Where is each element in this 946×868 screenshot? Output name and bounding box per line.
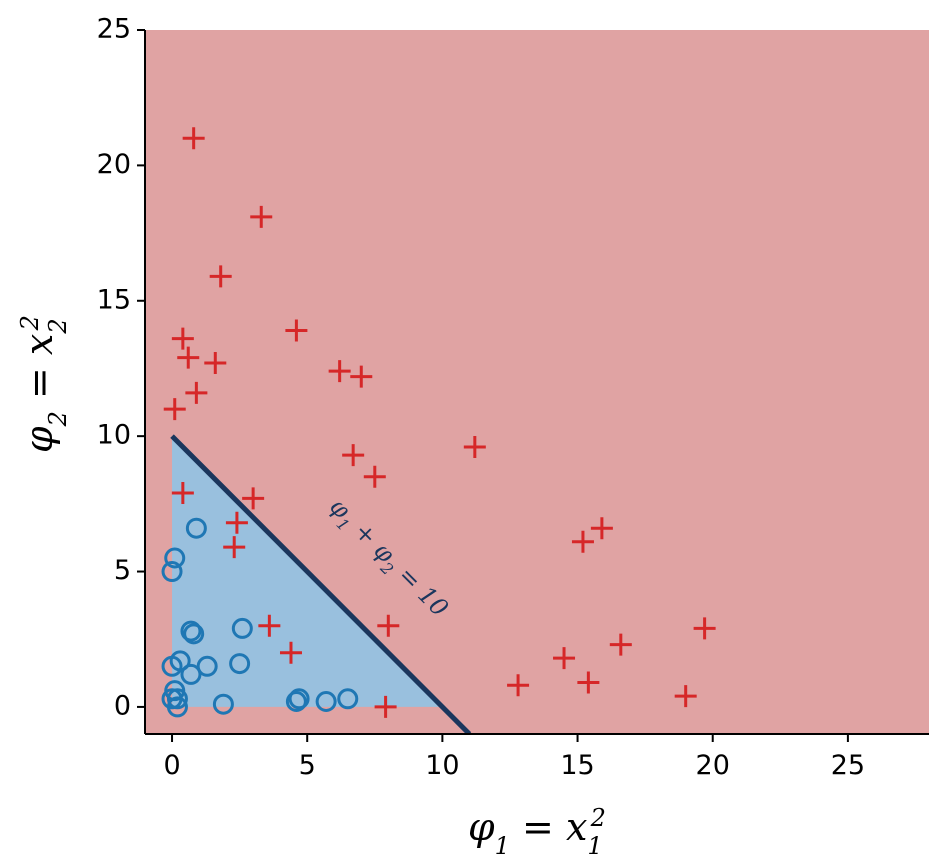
y-axis-label: φ2 = x22: [16, 315, 72, 453]
positive-point: [182, 127, 205, 150]
negative-point: [161, 655, 183, 677]
axis-ticks: 0 5 10 15 20 25 0 5 10 15 20 25: [97, 14, 865, 782]
x-tick-label: 15: [560, 750, 594, 781]
positive-point: [571, 530, 594, 553]
y-tick-label: 10: [97, 420, 131, 451]
positive-point: [225, 511, 248, 534]
positive-point: [609, 633, 632, 656]
negative-point: [231, 617, 253, 639]
positive-point: [242, 487, 265, 510]
positive-point: [590, 517, 613, 540]
positive-point: [553, 647, 576, 670]
negative-point: [166, 696, 188, 718]
negative-point: [180, 663, 202, 685]
positive-point: [363, 465, 386, 488]
negative-point: [212, 693, 234, 715]
positive-point: [171, 327, 194, 350]
positive-point: [279, 641, 302, 664]
positive-point: [463, 435, 486, 458]
x-axis-label: φ1 = x12: [468, 804, 606, 860]
positive-point: [507, 674, 530, 697]
negative-point: [166, 688, 188, 710]
negative-point: [183, 623, 205, 645]
positive-point: [693, 617, 716, 640]
decision-boundary-line: [170, 434, 472, 734]
positive-point: [374, 695, 397, 718]
negative-point: [288, 688, 310, 710]
y-tick-label: 5: [114, 555, 131, 586]
negative-point: [337, 688, 359, 710]
negative-point: [161, 561, 183, 583]
positive-point: [328, 360, 351, 383]
y-tick-label: 0: [114, 690, 131, 721]
positive-point: [342, 444, 365, 467]
negative-point: [229, 653, 251, 675]
positive-point: [577, 671, 600, 694]
positive-point: [285, 319, 308, 342]
y-tick-label: 25: [97, 14, 131, 45]
x-tick-label: 5: [299, 750, 316, 781]
positive-point: [209, 265, 232, 288]
negative-point: [185, 517, 207, 539]
positive-point: [350, 365, 373, 388]
x-tick-label: 10: [425, 750, 459, 781]
negative-point: [180, 620, 202, 642]
negative-point: [285, 691, 307, 713]
x-tick-label: 20: [696, 750, 730, 781]
positive-point: [163, 398, 186, 421]
y-tick-label: 20: [97, 149, 131, 180]
positive-point: [674, 685, 697, 708]
x-tick-label: 25: [831, 750, 865, 781]
positive-point: [177, 346, 200, 369]
positive-point: [377, 614, 400, 637]
negative-point: [196, 655, 218, 677]
positive-point: [223, 536, 246, 559]
positive-point: [258, 614, 281, 637]
x-tick-label: 0: [163, 750, 180, 781]
data-points: [161, 127, 716, 718]
negative-point: [315, 691, 337, 713]
positive-point: [171, 482, 194, 505]
positive-point: [250, 205, 273, 228]
positive-point: [204, 352, 227, 375]
negative-point: [164, 547, 186, 569]
positive-point: [185, 381, 208, 404]
y-tick-label: 15: [97, 284, 131, 315]
